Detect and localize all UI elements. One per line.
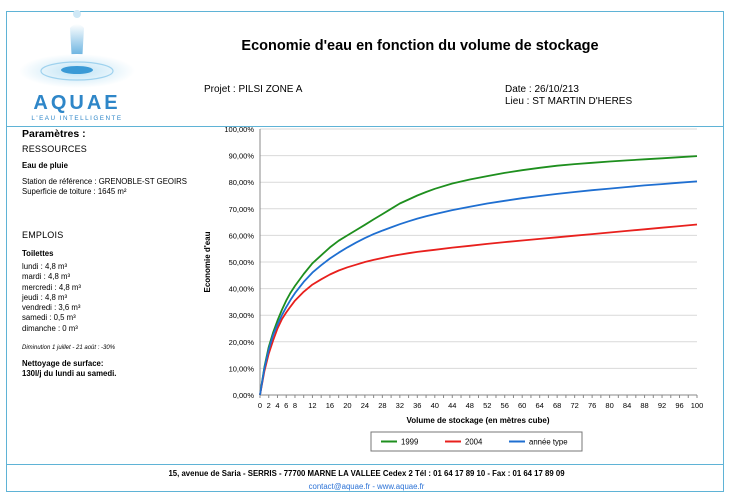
y-axis-label: Economie d'eau [203, 231, 212, 292]
x-tick-label: 88 [640, 401, 648, 410]
ressources-heading: RESSOURCES [22, 144, 88, 154]
project-label: Projet : PILSI ZONE A [204, 84, 303, 95]
y-tick-label: 20,00% [229, 338, 255, 347]
x-axis-label: Volume de stockage (en mètres cube) [406, 416, 549, 425]
day-item: samedi : 0,5 m³ [22, 313, 76, 323]
series-line-2004 [259, 223, 698, 396]
y-tick-label: 10,00% [229, 364, 255, 373]
legend-box [370, 431, 583, 452]
y-tick-label: 40,00% [229, 285, 255, 294]
day-item: dimanche : 0 m³ [22, 323, 78, 333]
day-item: mercredi : 4,8 m³ [22, 282, 81, 292]
y-tick-label: 70,00% [229, 205, 255, 214]
page-title: Economie d'eau en fonction du volume de … [241, 38, 599, 54]
x-tick-label: 40 [431, 401, 439, 410]
series-line-1999 [259, 155, 698, 396]
params-title: Paramètres : [22, 128, 86, 140]
x-tick-label: 24 [361, 401, 369, 410]
x-tick-label: 2 [267, 401, 271, 410]
footer-contact[interactable]: contact@aquae.fr - www.aquae.fr [308, 482, 425, 491]
header-divider [6, 126, 724, 127]
page-frame [6, 11, 724, 492]
x-tick-label: 6 [284, 401, 288, 410]
x-tick-label: 100 [691, 401, 704, 410]
date-label: Date : 26/10/213 [505, 84, 579, 95]
series-line-année-type [259, 180, 698, 396]
x-tick-label: 44 [448, 401, 456, 410]
legend-label: 2004 [465, 438, 483, 447]
x-tick-label: 8 [293, 401, 297, 410]
logo-tagline: L'EAU INTELLIGENTE [31, 115, 122, 122]
x-tick-label: 84 [623, 401, 631, 410]
footer-divider [6, 464, 724, 465]
droplet-icon [73, 10, 81, 18]
toilettes-label: Toilettes [22, 249, 54, 258]
x-tick-label: 0 [258, 401, 262, 410]
x-tick-label: 48 [466, 401, 474, 410]
days-list: lundi : 4,8 m³ mardi : 4,8 m³ mercredi :… [22, 262, 81, 334]
x-tick-label: 4 [275, 401, 279, 410]
day-item: lundi : 4,8 m³ [22, 262, 68, 271]
y-tick-label: 90,00% [229, 152, 255, 161]
day-item: jeudi : 4,8 m³ [22, 292, 68, 302]
x-tick-label: 68 [553, 401, 561, 410]
station-label: Station de référence : GRENOBLE-ST GEOIR… [22, 177, 187, 186]
eau-pluie-label: Eau de pluie [22, 161, 68, 170]
y-tick-label: 50,00% [229, 258, 255, 267]
x-tick-label: 12 [308, 401, 316, 410]
nettoyage-detail: 130l/j du lundi au samedi. [22, 369, 117, 378]
nettoyage-label: Nettoyage de surface: [22, 359, 104, 368]
x-tick-label: 56 [501, 401, 509, 410]
day-item: vendredi : 3,6 m³ [22, 303, 81, 313]
x-tick-label: 20 [343, 401, 351, 410]
x-tick-label: 60 [518, 401, 526, 410]
x-tick-label: 64 [536, 401, 544, 410]
footer-address: 15, avenue de Saria - SERRIS - 77700 MAR… [168, 469, 565, 478]
x-tick-label: 36 [413, 401, 421, 410]
logo-wordmark: AQUAE [33, 92, 120, 114]
y-tick-label: 0,00% [233, 391, 255, 400]
x-tick-label: 32 [396, 401, 404, 410]
x-tick-label: 52 [483, 401, 491, 410]
diminution-note: Diminution 1 juillet - 21 août : -30% [22, 345, 116, 351]
day-item: mardi : 4,8 m³ [22, 272, 71, 282]
x-tick-label: 80 [605, 401, 613, 410]
x-tick-label: 72 [570, 401, 578, 410]
x-tick-label: 28 [378, 401, 386, 410]
x-tick-label: 76 [588, 401, 596, 410]
legend-label: 1999 [401, 438, 418, 447]
x-tick-label: 96 [675, 401, 683, 410]
x-tick-label: 92 [658, 401, 666, 410]
legend-label: année type [529, 438, 568, 447]
y-tick-label: 100,00% [224, 125, 254, 134]
y-tick-label: 30,00% [229, 311, 255, 320]
y-tick-label: 60,00% [229, 231, 255, 240]
emplois-heading: EMPLOIS [22, 230, 64, 240]
aquae-logo: AQUAE L'EAU INTELLIGENTE [19, 10, 135, 122]
location-label: Lieu : ST MARTIN D'HERES [505, 96, 633, 107]
x-tick-label: 16 [326, 401, 334, 410]
y-tick-label: 80,00% [229, 178, 255, 187]
superficie-label: Superficie de toiture : 1645 m² [22, 187, 127, 196]
